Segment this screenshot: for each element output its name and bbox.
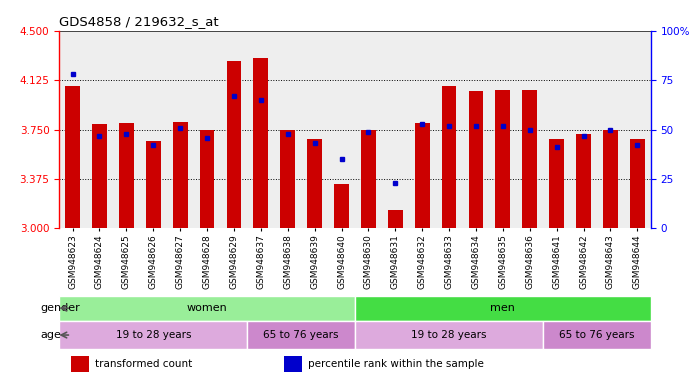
Bar bbox=[415, 123, 429, 228]
Bar bbox=[603, 130, 618, 228]
Bar bbox=[92, 124, 107, 228]
Bar bbox=[468, 91, 483, 228]
Bar bbox=[253, 58, 268, 228]
Text: men: men bbox=[491, 303, 515, 313]
Bar bbox=[442, 86, 457, 228]
Bar bbox=[173, 122, 187, 228]
Bar bbox=[523, 90, 537, 228]
Bar bbox=[227, 61, 242, 228]
Bar bbox=[200, 130, 214, 228]
Text: 65 to 76 years: 65 to 76 years bbox=[559, 330, 635, 340]
Bar bbox=[334, 184, 349, 228]
Text: percentile rank within the sample: percentile rank within the sample bbox=[308, 359, 484, 369]
Bar bbox=[543, 321, 651, 349]
Text: 19 to 28 years: 19 to 28 years bbox=[116, 330, 191, 340]
Text: age: age bbox=[40, 330, 61, 340]
Bar bbox=[630, 139, 644, 228]
Bar bbox=[307, 139, 322, 228]
Bar bbox=[355, 321, 543, 349]
Bar bbox=[280, 130, 295, 228]
Bar bbox=[284, 356, 302, 372]
Bar bbox=[247, 321, 355, 349]
Bar bbox=[496, 90, 510, 228]
Bar bbox=[71, 356, 89, 372]
Bar bbox=[576, 134, 591, 228]
Bar bbox=[355, 296, 651, 321]
Text: GDS4858 / 219632_s_at: GDS4858 / 219632_s_at bbox=[59, 15, 219, 28]
Text: 19 to 28 years: 19 to 28 years bbox=[411, 330, 487, 340]
Text: women: women bbox=[187, 303, 228, 313]
Text: gender: gender bbox=[40, 303, 80, 313]
Bar bbox=[146, 141, 161, 228]
Bar bbox=[388, 210, 403, 228]
Bar bbox=[59, 321, 247, 349]
Bar bbox=[549, 139, 564, 228]
Bar bbox=[59, 296, 355, 321]
Bar bbox=[361, 130, 376, 228]
Text: transformed count: transformed count bbox=[95, 359, 192, 369]
Bar bbox=[119, 123, 134, 228]
Text: 65 to 76 years: 65 to 76 years bbox=[263, 330, 339, 340]
Bar bbox=[65, 86, 80, 228]
